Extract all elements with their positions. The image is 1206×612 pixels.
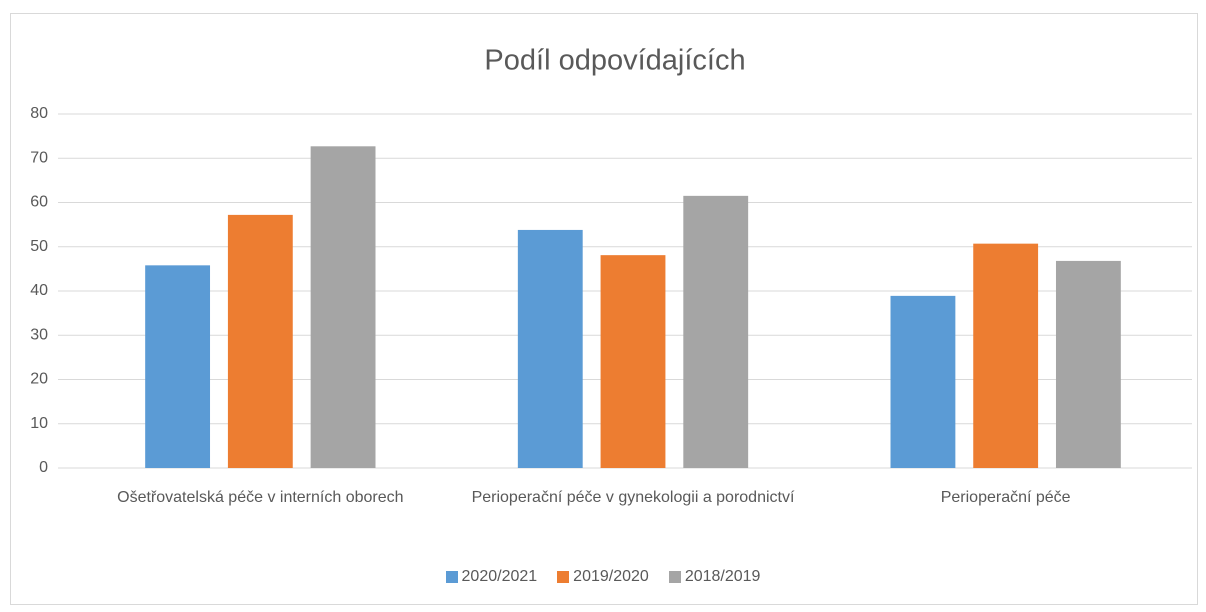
legend-label: 2019/2020 xyxy=(573,568,649,585)
y-tick-label: 30 xyxy=(30,326,48,343)
bar xyxy=(517,229,583,468)
bar xyxy=(600,255,666,468)
legend-item: 2018/2019 xyxy=(668,568,761,586)
bar xyxy=(310,146,376,469)
x-tick-label: Perioperační péče v gynekologii a porodn… xyxy=(471,489,795,506)
legend-swatch xyxy=(557,571,570,583)
y-tick-label: 70 xyxy=(30,149,48,166)
legend-swatch xyxy=(668,571,681,583)
y-tick-label: 0 xyxy=(39,459,48,476)
legend-label: 2020/2021 xyxy=(461,568,538,585)
bar xyxy=(683,195,749,469)
y-tick-label: 60 xyxy=(30,194,48,211)
y-tick-label: 20 xyxy=(30,371,48,388)
legend-item: 2019/2020 xyxy=(557,568,649,586)
y-tick-label: 80 xyxy=(30,105,48,122)
bar xyxy=(227,214,293,468)
y-tick-label: 10 xyxy=(30,415,48,432)
chart-title: Podíl odpovídajících xyxy=(484,45,745,77)
legend: 2020/2021 2019/2020 2018/2019 xyxy=(0,568,1206,586)
y-tick-label: 50 xyxy=(30,238,48,255)
x-tick-label: Ošetřovatelská péče v interních oborech xyxy=(117,489,404,506)
bar xyxy=(890,295,956,468)
y-tick-label: 40 xyxy=(30,282,48,299)
x-tick-label: Perioperační péče xyxy=(940,489,1071,506)
bar xyxy=(973,243,1039,468)
legend-label: 2018/2019 xyxy=(684,568,761,585)
bar xyxy=(1055,260,1121,468)
legend-swatch xyxy=(445,571,458,583)
legend-item: 2020/2021 xyxy=(445,568,538,586)
bar xyxy=(145,265,211,468)
